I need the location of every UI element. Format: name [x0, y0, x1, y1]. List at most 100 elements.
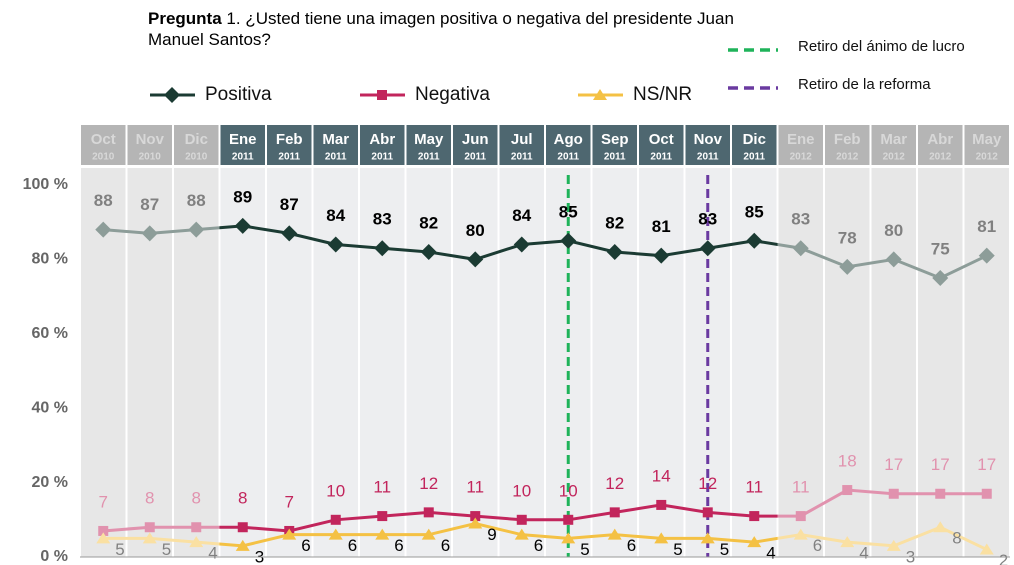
data-label: 5 [673, 540, 682, 559]
point [606, 243, 623, 260]
reference-legend-label: Retiro del ánimo de lucro [798, 38, 965, 55]
header-year: 2012 [836, 152, 859, 163]
header-month: Oct [649, 131, 674, 148]
point [282, 528, 297, 540]
column-bg [313, 168, 358, 557]
fade-overlay [126, 168, 173, 565]
header-year: 2012 [976, 152, 999, 163]
fade-overlay [80, 168, 127, 565]
y-tick-label: 40 % [32, 399, 68, 416]
header-box [127, 125, 172, 165]
point [747, 536, 762, 548]
point [421, 528, 436, 540]
point [330, 514, 341, 525]
legend-label: Positiva [205, 84, 272, 105]
header-year: 2012 [929, 152, 952, 163]
header-month: Nov [136, 131, 165, 148]
header-month: Ago [554, 131, 583, 148]
header-box [825, 125, 870, 165]
data-label: 14 [652, 466, 671, 485]
header-box [267, 125, 312, 165]
point [377, 90, 387, 100]
header-year: 2011 [418, 152, 440, 163]
header-month: Ene [229, 131, 257, 148]
y-tick-label: 100 % [23, 176, 68, 193]
point [593, 89, 607, 100]
header-year: 2011 [511, 152, 533, 163]
point [420, 243, 437, 260]
header-month: Abr [927, 131, 953, 148]
header-box [639, 125, 684, 165]
header-box [406, 125, 451, 165]
data-label: 83 [373, 210, 392, 229]
data-label: 11 [466, 478, 484, 497]
header-month: Sep [601, 131, 629, 148]
header-box [499, 125, 544, 165]
fade-overlay [777, 168, 824, 565]
header-box [546, 125, 591, 165]
header-month: Mar [880, 131, 907, 148]
header-box [732, 125, 777, 165]
y-tick-label: 80 % [32, 251, 68, 268]
column-bg [360, 168, 405, 557]
header-month: Jun [462, 131, 489, 148]
point [561, 532, 576, 544]
header-box [964, 125, 1009, 165]
data-label: 85 [559, 202, 578, 221]
data-label: 5 [580, 540, 589, 559]
legend-label: NS/NR [633, 84, 692, 105]
header-box [220, 125, 265, 165]
point [234, 217, 251, 234]
header-month: May [972, 131, 1002, 148]
data-label: 7 [285, 492, 294, 511]
header-box [592, 125, 637, 165]
point [470, 511, 481, 522]
header-year: 2011 [232, 152, 254, 163]
header-box [871, 125, 916, 165]
chart-title: Pregunta 1. ¿Usted tiene una imagen posi… [148, 8, 748, 50]
header-year: 2011 [650, 152, 672, 163]
data-label: 85 [745, 202, 764, 221]
header-month: Abr [369, 131, 395, 148]
header-box [81, 125, 126, 165]
point [423, 507, 434, 518]
data-label: 82 [419, 213, 438, 232]
point [164, 87, 180, 103]
point [656, 499, 667, 510]
data-label: 12 [419, 474, 438, 493]
point [609, 507, 620, 518]
fade-overlay [917, 168, 964, 565]
point [516, 514, 527, 525]
header-box [778, 125, 823, 165]
y-tick-label: 0 % [40, 548, 68, 565]
data-label: 8 [238, 489, 247, 508]
data-label: 80 [466, 221, 485, 240]
header-box [313, 125, 358, 165]
point [560, 232, 577, 249]
data-label: 84 [512, 206, 531, 225]
header-year: 2010 [185, 152, 208, 163]
data-label: 6 [627, 536, 636, 555]
point [281, 225, 298, 242]
point [328, 528, 343, 540]
column-bg [453, 168, 498, 557]
data-label: 11 [373, 478, 391, 497]
y-tick-label: 60 % [32, 325, 68, 342]
data-label: 6 [534, 536, 543, 555]
column-bg [732, 168, 777, 557]
data-label: 6 [394, 536, 403, 555]
point [467, 251, 484, 268]
data-label: 89 [233, 187, 252, 206]
point [700, 532, 715, 544]
point [746, 232, 763, 249]
header-box [174, 125, 219, 165]
data-label: 6 [441, 536, 450, 555]
point [513, 236, 530, 253]
header-year: 2011 [278, 152, 300, 163]
header-month: Dic [743, 131, 766, 148]
header-year: 2011 [325, 152, 347, 163]
point [654, 532, 669, 544]
title-text: 1. ¿Usted tiene una imagen positiva o ne… [148, 9, 734, 49]
column-bg [592, 168, 637, 557]
